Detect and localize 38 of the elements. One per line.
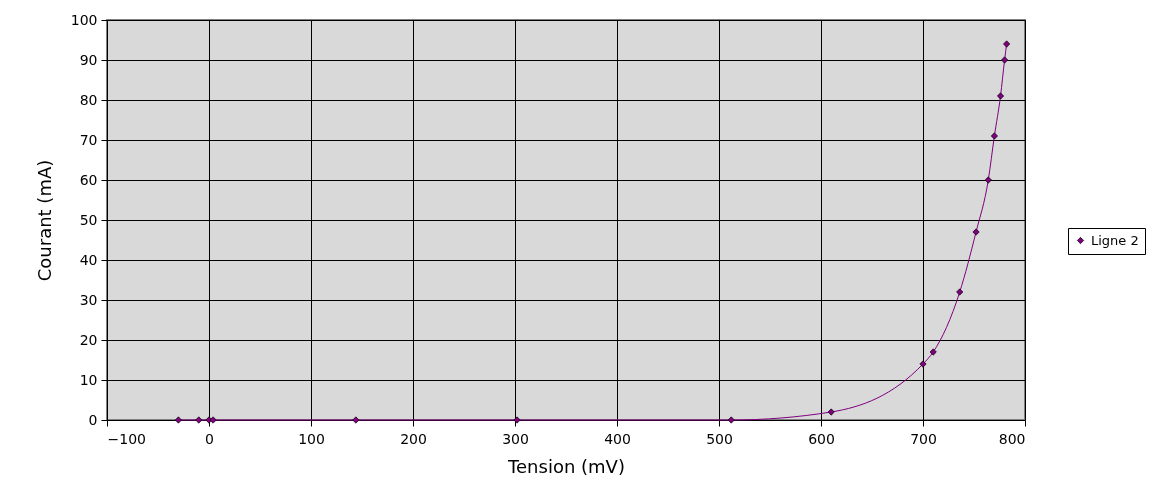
x-axis-title: Tension (mV) xyxy=(507,455,625,477)
y-tick-label: 80 xyxy=(79,91,98,108)
point xyxy=(352,416,360,424)
point xyxy=(984,176,992,184)
legend-label: Ligne 2 xyxy=(1091,232,1139,248)
y-tick-label: 60 xyxy=(79,171,98,188)
point xyxy=(827,408,835,416)
y-tick-label: 90 xyxy=(79,51,98,68)
x-tick-label: 400 xyxy=(604,430,631,447)
point xyxy=(997,92,1005,100)
x-tick-label: 700 xyxy=(910,430,937,447)
point xyxy=(195,416,203,424)
y-tick-label: 50 xyxy=(79,211,98,228)
point xyxy=(972,228,980,236)
x-tick-label: 0 xyxy=(205,430,214,447)
y-tick-label: 100 xyxy=(70,11,98,28)
x-tick-label: 200 xyxy=(400,430,427,447)
point xyxy=(1003,40,1011,48)
point xyxy=(1001,56,1009,64)
x-tick-label: 500 xyxy=(706,430,733,447)
x-tick-label: 300 xyxy=(502,430,529,447)
y-tick-label: 30 xyxy=(79,291,98,308)
y-tick-label: 20 xyxy=(79,331,98,348)
y-tick-label: 0 xyxy=(88,411,98,428)
point xyxy=(990,132,998,140)
x-tick-label: −100 xyxy=(107,430,146,447)
x-tick-label: 800 xyxy=(998,430,1026,447)
point xyxy=(919,360,927,368)
x-tick-label: 100 xyxy=(298,430,325,447)
y-axis-title: Courant (mA) xyxy=(33,159,55,282)
y-tick-label: 10 xyxy=(79,371,98,388)
point xyxy=(174,416,182,424)
point xyxy=(727,416,735,424)
point xyxy=(929,348,937,356)
y-tick-label: 40 xyxy=(79,251,98,268)
point xyxy=(956,288,964,296)
y-tick-label: 70 xyxy=(79,131,98,148)
x-tick-label: 600 xyxy=(808,430,835,447)
